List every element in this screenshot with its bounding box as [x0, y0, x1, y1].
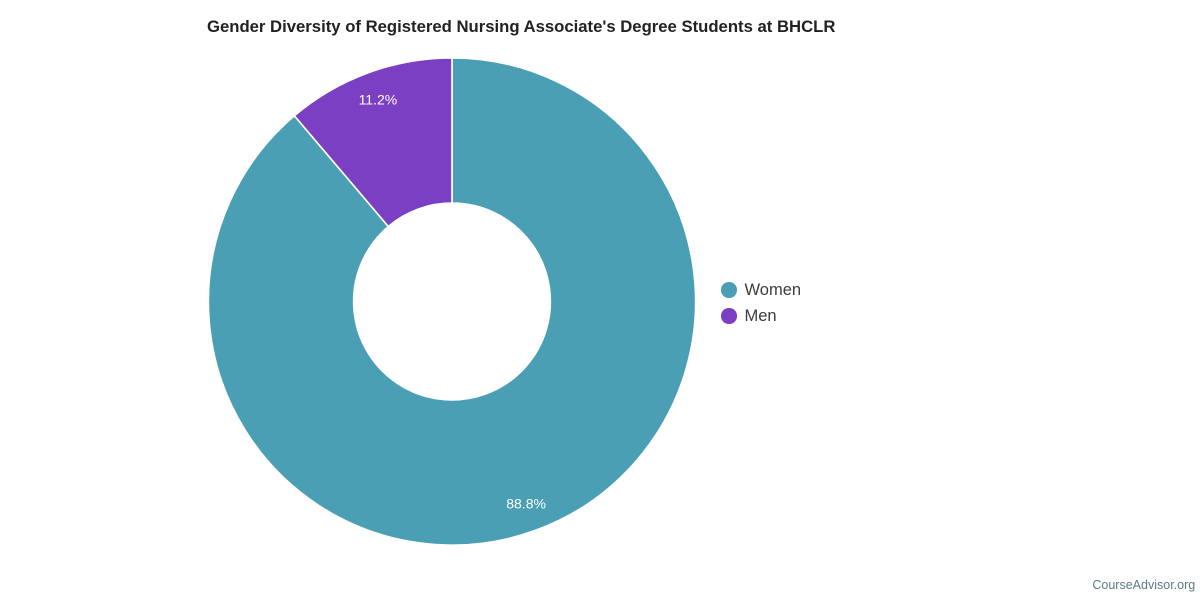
svg-text:88.8%: 88.8%	[506, 495, 546, 511]
svg-text:11.2%: 11.2%	[359, 92, 398, 108]
